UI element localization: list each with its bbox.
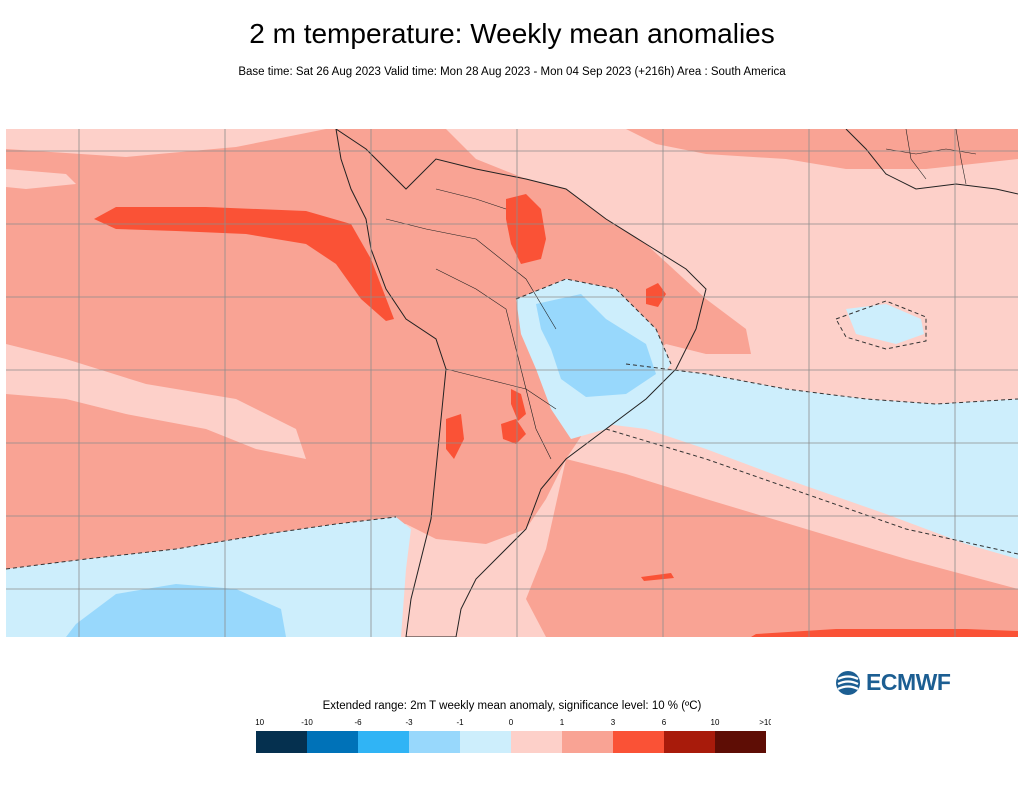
legend-tick-label: -3 (405, 718, 413, 727)
legend-tick-label: 0 (509, 718, 514, 727)
legend-color-box (511, 731, 562, 753)
africa-border (955, 129, 967, 185)
ne-brazil-warm (646, 283, 666, 307)
legend-title: Extended range: 2m T weekly mean anomaly… (322, 700, 702, 712)
legend-tick-label: -1 (456, 718, 464, 727)
legend-color-box (613, 731, 664, 753)
africa-border (905, 129, 927, 180)
legend-color-box (358, 731, 409, 753)
legend-tick-label: 10 (711, 718, 720, 727)
legend-color-box (562, 731, 613, 753)
atlantic-warm-region (526, 459, 1018, 637)
pacific-warm-region (6, 129, 751, 569)
venezuela-warm (506, 194, 546, 264)
atlantic-warm-streak (641, 573, 674, 581)
chart-title: 2 m temperature: Weekly mean anomalies (249, 18, 775, 49)
pacific-light-patch (6, 344, 306, 459)
legend-tick-label: >10 (759, 718, 771, 727)
significance-contour (835, 300, 927, 350)
africa-coastline (845, 129, 1018, 195)
significance-contour (605, 428, 1018, 555)
significance-contour (515, 278, 672, 365)
legend-tick-label: -6 (354, 718, 362, 727)
peru-warm-plume (94, 207, 394, 321)
chaco-warm (511, 389, 526, 421)
legend-tick-label: 6 (662, 718, 667, 727)
ecmwf-logo-text: ECMWF (866, 669, 951, 695)
border-line (445, 368, 557, 410)
south-america-coastline (335, 129, 707, 637)
legend-tick-label: 3 (611, 718, 616, 727)
border-line (385, 218, 557, 330)
border-line (435, 268, 527, 390)
legend-color-box (664, 731, 715, 753)
legend-color-box (256, 731, 307, 753)
legend-color-box (409, 731, 460, 753)
legend-tick-label: <-10 (255, 718, 265, 727)
pacific-light-patch-2 (6, 169, 76, 189)
atlantic-cold-patch (846, 304, 924, 344)
atlantic-warm-streak-2 (751, 629, 1018, 637)
south-atlantic-cold (606, 364, 1018, 559)
ecmwf-logo-icon (836, 671, 860, 695)
legend-tick-label: -10 (301, 718, 313, 727)
legend-tick-label: 1 (560, 718, 565, 727)
north-atlantic-warm (626, 129, 1018, 169)
anomaly-map (6, 129, 1018, 637)
south-pacific-cold-core (66, 584, 286, 637)
legend-color-box (307, 731, 358, 753)
significance-contour (6, 516, 397, 570)
africa-border (885, 148, 977, 155)
chart-subtitle: Base time: Sat 26 Aug 2023 Valid time: M… (238, 66, 786, 78)
argentina-warm (446, 414, 464, 459)
legend-color-box (715, 731, 766, 753)
border-line (525, 388, 552, 460)
argentina-warm-2 (501, 419, 526, 444)
brazil-cold-core (536, 294, 656, 397)
legend-color-box (460, 731, 511, 753)
border-line (435, 188, 507, 210)
